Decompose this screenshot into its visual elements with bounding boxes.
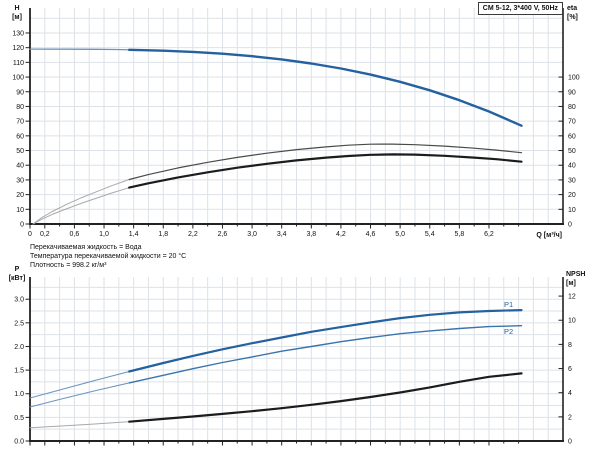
- y-right-tick-label: 90: [568, 89, 576, 96]
- y-right-tick-label: 8: [568, 342, 572, 349]
- y-right-tick-label: 6: [568, 366, 572, 373]
- axes: 0.0 0.5 1.0 1.5 2.0 2.5 3.0 0 2 4 6 8 10 12: [14, 277, 576, 446]
- y-right-tick-label: 70: [568, 119, 576, 126]
- p2-curve: [128, 325, 523, 384]
- y-left-tick-label: 90: [16, 89, 24, 96]
- eta-pump-curve: [128, 143, 523, 181]
- y-left-tick-label: 110: [13, 60, 24, 67]
- y-left-axis-name: [м]: [12, 14, 22, 21]
- y-left-axis-name: P: [15, 266, 20, 273]
- info-line-density: Плотность = 998.2 кг/м³: [30, 262, 107, 270]
- y-left-tick-label: 3.0: [14, 297, 24, 304]
- y-left-tick-label: 80: [16, 104, 24, 111]
- y-left-tick-label: 50: [16, 148, 24, 155]
- y-left-tick-label: 1.5: [14, 368, 24, 375]
- x-tick-label: 1,0: [99, 231, 109, 238]
- p1-curve: [128, 309, 523, 373]
- x-tick-label: 0: [28, 231, 32, 238]
- x-tick-label: 5,0: [395, 231, 405, 238]
- y-right-tick-label: 12: [568, 294, 576, 301]
- y-left-tick-label: 70: [16, 119, 24, 126]
- y-left-tick-label: 30: [16, 177, 24, 184]
- x-tick-label: 3,4: [277, 231, 287, 238]
- grid-lines: [30, 8, 563, 224]
- y-left-tick-label: 60: [16, 133, 24, 140]
- eta-pump-curve-below-min-flow: [32, 179, 130, 225]
- y-right-tick-label: 60: [568, 133, 576, 140]
- eta-total-curve: [128, 153, 523, 189]
- grid-lines: [30, 277, 563, 441]
- y-right-axis-name: [%]: [567, 14, 578, 21]
- p2-curve-below-min-flow: [29, 382, 130, 408]
- y-left-tick-label: 120: [12, 45, 24, 52]
- x-tick-label: 0,2: [40, 231, 50, 238]
- p1-curve-below-min-flow: [29, 370, 130, 399]
- chart-bottom-power-npsh: 0.0 0.5 1.0 1.5 2.0 2.5 3.0 0 2 4 6 8 10 12 P [кВт] NPSH…: [9, 266, 585, 446]
- x-tick-label: 1,8: [158, 231, 168, 238]
- chart-top-head-efficiency: 0 0,2 0,6 1,0 1,4 1,8 2,2 2,6 3,0 3,4 3,8 4,2 4,6 5,0…: [12, 5, 580, 239]
- y-left-tick-label: 2.5: [14, 320, 24, 327]
- y-right-tick-label: 0: [568, 222, 572, 229]
- info-line-temperature: Температура перекачиваемой жидкости = 20…: [30, 253, 187, 261]
- y-right-tick-label: 100: [568, 75, 580, 82]
- y-left-tick-label: 40: [16, 163, 24, 170]
- x-tick-label: 6,2: [484, 231, 494, 238]
- y-left-axis-name: [кВт]: [9, 275, 26, 282]
- y-right-tick-label: 0: [568, 439, 572, 446]
- x-tick-label: 4,2: [336, 231, 346, 238]
- x-tick-label: 1,4: [129, 231, 139, 238]
- x-tick-label: 3,0: [247, 231, 257, 238]
- head-curve: [127, 48, 523, 127]
- npsh-curve: [128, 372, 523, 423]
- axes: 0 0,2 0,6 1,0 1,4 1,8 2,2 2,6 3,0 3,4 3,8 4,2 4,6 5,0…: [12, 8, 580, 238]
- y-left-tick-label: 100: [12, 75, 24, 82]
- x-tick-label: 4,6: [366, 231, 376, 238]
- y-left-tick-label: 0.5: [14, 415, 24, 422]
- y-left-tick-label: 0.0: [14, 439, 24, 446]
- info-line-liquid: Перекачиваемая жидкость = Вода: [30, 244, 142, 251]
- p1-curve-label: P1: [504, 300, 513, 309]
- y-right-tick-label: 40: [568, 163, 576, 170]
- x-tick-label: 2,2: [188, 231, 198, 238]
- y-right-tick-label: 4: [568, 390, 572, 397]
- y-right-axis-name: eta: [567, 5, 577, 12]
- x-axis-name: Q [м³/ч]: [536, 232, 562, 239]
- pump-model-title: CM 5-12, 3*400 V, 50Hz: [477, 2, 563, 15]
- x-tick-label: 2,6: [218, 231, 228, 238]
- x-tick-label: 5,8: [454, 231, 464, 238]
- y-right-tick-label: 30: [568, 177, 576, 184]
- y-left-tick-label: 10: [16, 207, 24, 214]
- y-right-tick-label: 50: [568, 148, 576, 155]
- y-left-tick-label: 1.0: [14, 391, 24, 398]
- y-right-tick-label: 2: [568, 414, 572, 421]
- y-right-axis-name: NPSH: [566, 271, 585, 278]
- npsh-curve-below-min-flow: [29, 421, 130, 429]
- y-left-tick-label: 130: [12, 30, 24, 37]
- y-right-axis-name: [м]: [566, 280, 576, 287]
- x-tick-label: 3,8: [306, 231, 316, 238]
- y-left-tick-label: 20: [16, 192, 24, 199]
- y-right-tick-label: 80: [568, 104, 576, 111]
- head-curve-below-min-flow: [29, 48, 130, 51]
- y-left-tick-label: 0: [20, 222, 24, 229]
- y-right-tick-label: 10: [568, 318, 576, 325]
- p2-curve-label: P2: [504, 327, 513, 336]
- x-tick-label: 0,6: [70, 231, 80, 238]
- liquid-info-block: Перекачиваемая жидкость = Вода Температу…: [30, 243, 186, 271]
- y-left-tick-label: 2.0: [14, 344, 24, 351]
- eta-total-curve-below-min-flow: [32, 187, 130, 225]
- y-right-tick-label: 20: [568, 192, 576, 199]
- y-right-tick-label: 10: [568, 207, 576, 214]
- y-left-axis-name: H: [14, 5, 19, 12]
- x-tick-label: 5,4: [425, 231, 435, 238]
